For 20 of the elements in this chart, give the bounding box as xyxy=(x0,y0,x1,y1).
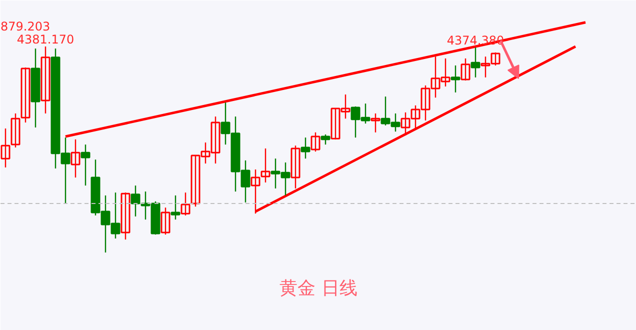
candlestick xyxy=(370,112,380,133)
candlestick xyxy=(260,148,270,184)
annotation: 4381.170 xyxy=(16,32,74,46)
candlestick xyxy=(120,192,130,240)
text: 879.203 xyxy=(0,20,50,34)
candlestick xyxy=(70,138,80,178)
candlestick xyxy=(40,46,50,114)
text: 黄金 日线 xyxy=(280,278,358,299)
candlestick xyxy=(470,46,480,78)
candlestick xyxy=(460,58,470,82)
candlestick xyxy=(180,192,190,216)
candlestick xyxy=(160,206,170,236)
annotation: 4374.380 xyxy=(446,34,504,48)
candlestick xyxy=(310,132,320,152)
candlestick xyxy=(290,144,300,190)
candlestick xyxy=(300,136,310,160)
candlestick xyxy=(450,64,460,94)
candlestick xyxy=(170,194,180,220)
candlestick xyxy=(320,134,330,146)
candlestick xyxy=(80,144,90,186)
